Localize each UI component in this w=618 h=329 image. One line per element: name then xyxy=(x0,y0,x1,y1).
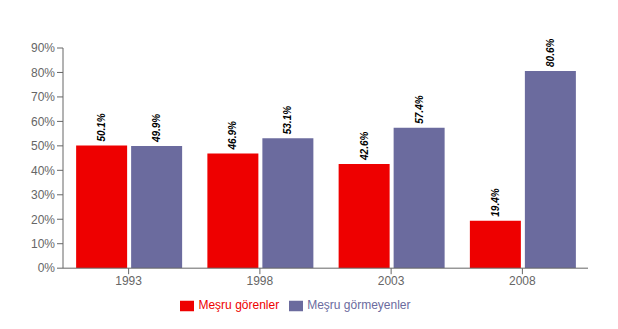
svg-text:0%: 0% xyxy=(38,261,56,275)
svg-text:40%: 40% xyxy=(31,164,55,178)
svg-text:80.6%: 80.6% xyxy=(545,39,556,67)
svg-text:57.4%: 57.4% xyxy=(414,95,425,123)
html-text:Meşru görmeyenler: Meşru görmeyenler xyxy=(307,298,411,313)
svg-text:2003: 2003 xyxy=(378,274,405,288)
svg-text:53.1%: 53.1% xyxy=(282,106,293,134)
svg-text:42.6%: 42.6% xyxy=(359,131,370,160)
svg-text:49.9%: 49.9% xyxy=(151,114,162,143)
svg-text:70%: 70% xyxy=(31,90,55,104)
html-text:Meşru görenler: Meşru görenler xyxy=(198,298,280,313)
svg-text:46.9%: 46.9% xyxy=(227,121,238,150)
svg-text:1998: 1998 xyxy=(247,274,274,288)
svg-text:20%: 20% xyxy=(31,213,55,227)
svg-text:2008: 2008 xyxy=(509,274,536,288)
svg-text:60%: 60% xyxy=(31,115,55,129)
svg-text:80%: 80% xyxy=(31,66,55,80)
svg-text:19.4%: 19.4% xyxy=(490,188,501,216)
svg-text:30%: 30% xyxy=(31,188,55,202)
svg-text:50%: 50% xyxy=(31,139,55,153)
svg-text:90%: 90% xyxy=(31,41,55,55)
svg-text:10%: 10% xyxy=(31,237,55,251)
svg-text:50.1%: 50.1% xyxy=(96,113,107,141)
svg-text:1993: 1993 xyxy=(115,274,142,288)
